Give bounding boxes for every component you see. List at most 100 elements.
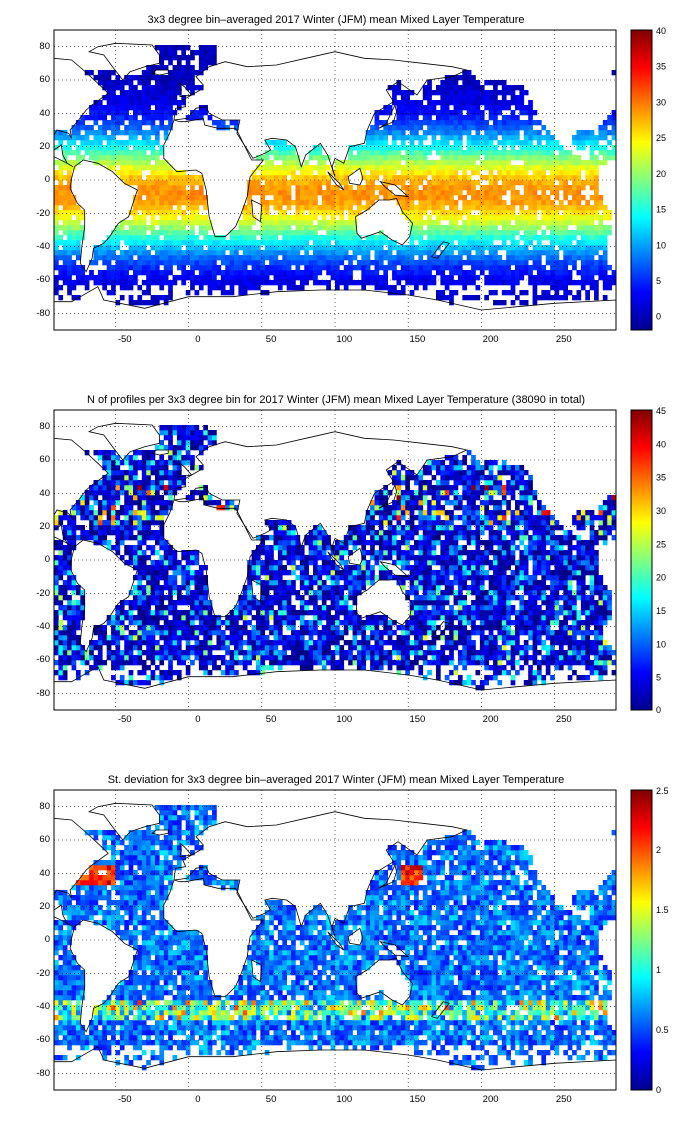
heatmap-cell bbox=[497, 220, 503, 226]
heatmap-cell bbox=[475, 190, 481, 196]
heatmap-cell bbox=[422, 640, 428, 646]
heatmap-cell bbox=[75, 250, 81, 256]
heatmap-cell bbox=[462, 635, 468, 641]
heatmap-cell bbox=[264, 265, 270, 271]
heatmap-cell bbox=[607, 155, 612, 161]
heatmap-cell bbox=[247, 230, 252, 236]
heatmap-cell bbox=[418, 635, 424, 641]
heatmap-cell bbox=[510, 645, 516, 651]
heatmap-cell bbox=[163, 280, 169, 286]
heatmap-cell bbox=[462, 100, 468, 106]
heatmap-cell bbox=[295, 645, 301, 651]
heatmap-cell bbox=[242, 650, 248, 656]
heatmap-cell bbox=[207, 60, 213, 66]
heatmap-cell bbox=[146, 200, 151, 206]
heatmap-cell bbox=[133, 100, 138, 106]
heatmap-cell bbox=[115, 635, 121, 641]
heatmap-cell bbox=[422, 655, 428, 661]
heatmap-cell bbox=[374, 150, 380, 156]
heatmap-cell bbox=[541, 145, 547, 151]
heatmap-cell bbox=[273, 200, 279, 206]
heatmap-cell bbox=[216, 235, 222, 241]
heatmap-cell bbox=[229, 635, 235, 641]
heatmap-cell bbox=[115, 640, 121, 646]
heatmap-cell bbox=[269, 245, 274, 251]
heatmap-cell bbox=[317, 160, 323, 166]
heatmap-cell bbox=[506, 85, 511, 91]
heatmap-cell bbox=[435, 185, 441, 191]
heatmap-cell bbox=[607, 210, 612, 216]
heatmap-cell bbox=[115, 130, 121, 136]
heatmap-cell bbox=[440, 230, 446, 236]
heatmap-cell bbox=[528, 160, 533, 166]
heatmap-cell bbox=[466, 210, 472, 216]
heatmap-cell bbox=[159, 225, 165, 231]
heatmap-cell bbox=[519, 165, 525, 171]
heatmap-cell bbox=[172, 70, 178, 76]
heatmap-cell bbox=[392, 645, 397, 651]
heatmap-cell bbox=[510, 230, 516, 236]
heatmap-cell bbox=[392, 125, 397, 131]
heatmap-cell bbox=[510, 210, 516, 216]
heatmap-cell bbox=[62, 220, 68, 226]
heatmap-cell bbox=[405, 210, 410, 216]
heatmap-cell bbox=[594, 610, 599, 616]
heatmap-cell bbox=[440, 130, 446, 136]
heatmap-cell bbox=[532, 275, 538, 281]
heatmap-cell bbox=[510, 640, 516, 646]
heatmap-cell bbox=[185, 640, 191, 646]
heatmap-cell bbox=[97, 280, 103, 286]
heatmap-cell bbox=[418, 150, 424, 156]
heatmap-cell bbox=[260, 260, 266, 266]
heatmap-cell bbox=[488, 615, 494, 621]
heatmap-cell bbox=[541, 125, 547, 131]
heatmap-cell bbox=[589, 275, 595, 281]
heatmap-cell bbox=[418, 640, 424, 646]
heatmap-cell bbox=[515, 105, 520, 111]
heatmap-cell bbox=[449, 75, 454, 81]
heatmap-cell bbox=[475, 230, 481, 236]
heatmap-cell bbox=[150, 180, 156, 186]
heatmap-cell bbox=[506, 650, 511, 656]
heatmap-cell bbox=[277, 285, 283, 291]
colorbar-tick-label: 0 bbox=[656, 312, 661, 322]
heatmap-cell bbox=[115, 610, 121, 616]
heatmap-cell bbox=[67, 175, 72, 181]
heatmap-cell bbox=[440, 135, 446, 141]
heatmap-cell bbox=[572, 245, 577, 251]
heatmap-cell bbox=[159, 275, 165, 281]
heatmap-cell bbox=[418, 260, 424, 266]
heatmap-cell bbox=[422, 205, 428, 211]
heatmap-cell bbox=[128, 210, 134, 216]
heatmap-cell bbox=[176, 200, 182, 206]
heatmap-cell bbox=[58, 190, 64, 196]
heatmap-cell bbox=[238, 645, 244, 651]
heatmap-cell bbox=[330, 235, 336, 241]
heatmap-cell bbox=[598, 645, 604, 651]
heatmap-cell bbox=[277, 625, 283, 631]
heatmap-cell bbox=[396, 120, 402, 126]
heatmap-cell bbox=[163, 160, 169, 166]
heatmap-cell bbox=[137, 635, 143, 641]
heatmap-cell bbox=[159, 230, 165, 236]
heatmap-cell bbox=[392, 160, 397, 166]
heatmap-cell bbox=[576, 170, 582, 176]
heatmap-cell bbox=[383, 120, 388, 126]
heatmap-cell bbox=[427, 230, 432, 236]
heatmap-cell bbox=[440, 630, 446, 636]
heatmap-cell bbox=[523, 265, 529, 271]
heatmap-cell bbox=[291, 620, 296, 626]
heatmap-cell bbox=[317, 240, 323, 246]
heatmap-cell bbox=[484, 675, 489, 681]
heatmap-cell bbox=[168, 45, 173, 51]
heatmap-cell bbox=[383, 235, 388, 241]
heatmap-cell bbox=[453, 610, 459, 616]
heatmap-cell bbox=[286, 635, 292, 641]
heatmap-cell bbox=[255, 190, 261, 196]
heatmap-cell bbox=[466, 675, 472, 681]
heatmap-cell bbox=[387, 175, 393, 181]
heatmap-cell bbox=[198, 185, 204, 191]
heatmap-cell bbox=[471, 155, 476, 161]
heatmap-cell bbox=[361, 270, 367, 276]
heatmap-cell bbox=[611, 650, 617, 656]
